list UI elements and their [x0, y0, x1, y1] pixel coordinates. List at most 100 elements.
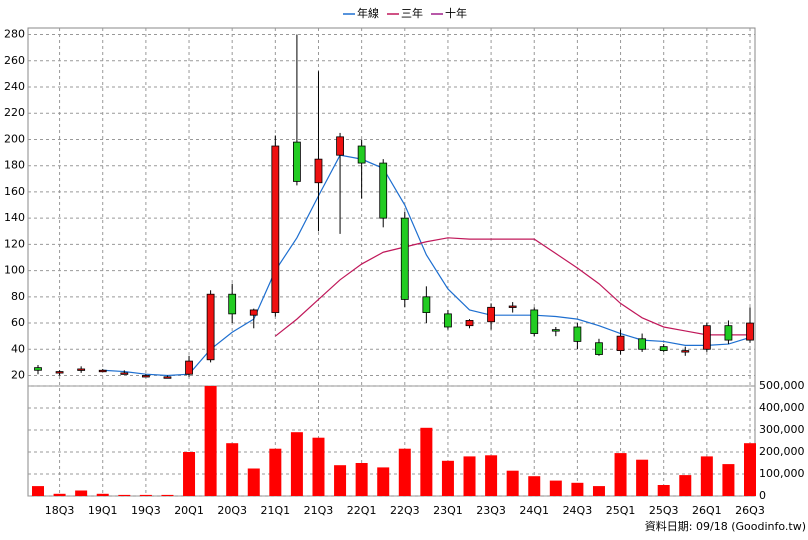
candle-body [551, 329, 560, 332]
candle-body [163, 376, 172, 379]
volume-bar [420, 427, 433, 496]
y-tick-label: 120 [4, 237, 25, 250]
x-tick-label: 22Q3 [390, 504, 420, 517]
volume-bar [506, 470, 519, 496]
x-tick-label: 26Q3 [735, 504, 765, 517]
candle-body [681, 350, 690, 353]
volume-bar [592, 486, 605, 496]
candle-body [293, 141, 301, 182]
x-tick-label: 19Q1 [88, 504, 118, 517]
volume-bar [636, 459, 649, 496]
volume-bar [679, 475, 692, 496]
x-tick-label: 25Q1 [606, 504, 636, 517]
series-line [274, 237, 750, 337]
candle-body [249, 309, 258, 316]
x-tick-label: 18Q3 [45, 504, 75, 517]
candle-body [465, 320, 474, 327]
candle-body [746, 322, 754, 341]
candle-body [206, 293, 215, 361]
volume-bar [657, 485, 670, 496]
y2-tick-label: 400,000 [759, 401, 805, 414]
x-tick-label: 25Q3 [649, 504, 679, 517]
volume-bar [247, 468, 260, 496]
candle-body [357, 145, 366, 164]
candle-body [271, 145, 280, 313]
y-tick-label: 180 [4, 159, 25, 172]
candle-body [141, 375, 150, 378]
candle-body [595, 342, 603, 355]
candle-body [487, 306, 495, 323]
candle-body [314, 158, 323, 184]
x-tick-label: 19Q3 [131, 504, 161, 517]
volume-bar [334, 465, 347, 496]
x-tick-label: 20Q1 [174, 504, 204, 517]
y-tick-label: 280 [4, 28, 25, 41]
y-tick-label: 200 [4, 132, 25, 145]
y-tick-label: 80 [11, 290, 25, 303]
x-tick-label: 21Q3 [304, 504, 334, 517]
y-tick-label: 40 [11, 342, 25, 355]
candle-body [185, 360, 193, 375]
volume-bar [571, 482, 584, 496]
y2-tick-label: 100,000 [759, 467, 805, 480]
candle-body [98, 369, 107, 373]
volume-bar [53, 493, 66, 496]
plot-frame [27, 27, 756, 497]
legend-label: 年線 [357, 6, 379, 20]
x-tick-label: 23Q1 [433, 504, 463, 517]
x-tick-label: 20Q3 [217, 504, 247, 517]
candle-body [444, 313, 452, 328]
y-tick-label: 260 [4, 54, 25, 67]
volume-bar [398, 448, 411, 496]
x-tick-label: 22Q1 [347, 504, 377, 517]
y2-tick-label: 300,000 [759, 423, 805, 436]
candle-body [228, 293, 237, 315]
candle-body [422, 296, 431, 313]
volume-bar [183, 452, 196, 496]
y2-tick-label: 0 [759, 489, 766, 502]
candle-body [55, 371, 64, 374]
volume-bar [441, 460, 454, 496]
volume-bar [463, 456, 476, 496]
candle-body [530, 309, 539, 334]
y-tick-label: 20 [11, 369, 25, 382]
volume-bar [700, 456, 713, 496]
y2-tick-label: 500,000 [759, 379, 805, 392]
candle-body [638, 338, 647, 350]
candle-body [702, 325, 711, 350]
volume-bar [269, 448, 282, 496]
candle-body [724, 325, 733, 341]
volume-bar [355, 463, 368, 496]
x-tick-label: 21Q1 [261, 504, 291, 517]
candle-body [77, 368, 86, 371]
candle-body [34, 367, 42, 371]
volume-bar [290, 432, 303, 496]
y2-tick-label: 200,000 [759, 445, 805, 458]
candle-body [508, 305, 517, 308]
volume-bar [744, 443, 756, 496]
candle-body [659, 346, 668, 351]
x-tick-label: 24Q1 [519, 504, 549, 517]
x-tick-label: 24Q3 [563, 504, 593, 517]
y-tick-label: 140 [4, 211, 25, 224]
volume-bar [722, 464, 735, 496]
y-tick-label: 240 [4, 80, 25, 93]
footnote: 資料日期: 09/18 (Goodinfo.tw) [645, 519, 806, 533]
y-tick-label: 100 [4, 264, 25, 277]
volume-bar [226, 443, 239, 496]
volume-bar [32, 486, 44, 496]
legend-label: 十年 [445, 6, 467, 20]
volume-bar [161, 494, 174, 496]
volume-bar [75, 490, 88, 496]
candle-body [573, 326, 582, 342]
volume-bar [528, 476, 541, 496]
volume-bar [139, 494, 152, 496]
candle-body [400, 217, 409, 300]
volume-bar [312, 437, 325, 496]
volume-bar [118, 494, 131, 496]
volume-bar [485, 455, 498, 496]
candle-body [616, 335, 625, 351]
candle-body [336, 136, 344, 156]
volume-bar [377, 467, 390, 496]
